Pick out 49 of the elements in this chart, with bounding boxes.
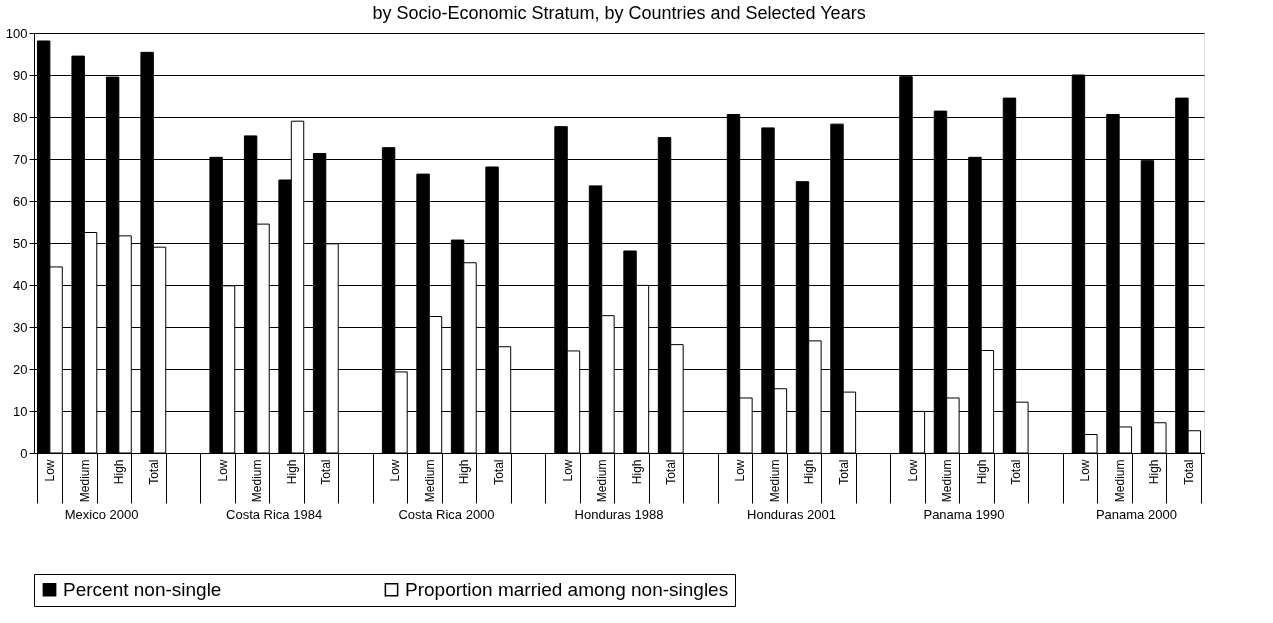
y-tick-label: 30 xyxy=(13,319,28,335)
text: Costa Rica 2000 xyxy=(398,507,495,522)
text: Panama 1990 xyxy=(923,507,1005,522)
text: Costa Rica 1984 xyxy=(226,507,323,522)
x-tick-label: Low xyxy=(733,459,748,482)
text: Honduras 1988 xyxy=(574,507,664,522)
y-tick-label: 20 xyxy=(13,361,28,377)
x-tick-label: Total xyxy=(664,459,679,485)
chart-title: by Socio-Economic Stratum, by Countries and Selected Years xyxy=(372,3,866,23)
x-tick-label: Medium xyxy=(422,459,437,503)
y-tick-label: 50 xyxy=(13,235,28,251)
x-tick-label: Low xyxy=(43,459,58,482)
x-tick-label: Medium xyxy=(595,459,610,503)
legend-label: Proportion married among non-singles xyxy=(405,578,729,600)
x-tick-label: High xyxy=(629,459,644,485)
y-tick-label: 40 xyxy=(13,277,28,293)
x-tick-label: Medium xyxy=(940,459,955,503)
y-tick-label: 90 xyxy=(13,67,28,83)
x-tick-label: Low xyxy=(560,459,575,482)
x-tick-label: Total xyxy=(1009,459,1024,485)
text: Honduras 2001 xyxy=(747,507,836,522)
x-tick-label: High xyxy=(457,459,472,485)
x-tick-label: Medium xyxy=(77,459,92,503)
x-tick-label: High xyxy=(802,459,817,485)
x-tick-label: High xyxy=(1147,459,1162,485)
x-tick-label: Total xyxy=(319,459,334,485)
x-tick-label: Total xyxy=(491,459,506,485)
x-tick-label: Low xyxy=(215,459,230,482)
y-tick-label: 100 xyxy=(5,25,28,41)
x-tick-label: Total xyxy=(836,459,851,485)
y-tick-label: 70 xyxy=(13,151,28,167)
x-tick-label: Low xyxy=(1078,459,1093,482)
x-tick-label: Low xyxy=(388,459,403,482)
x-tick-label: High xyxy=(112,459,127,485)
x-tick-label: Medium xyxy=(1112,459,1127,503)
y-tick-label: 10 xyxy=(13,403,28,419)
y-tick-label: 80 xyxy=(13,109,28,125)
x-tick-label: Total xyxy=(1181,459,1196,485)
x-tick-label: Total xyxy=(146,459,161,485)
x-tick-label: High xyxy=(974,459,989,485)
x-tick-label: Medium xyxy=(250,459,265,503)
legend-label: Percent non-single xyxy=(63,578,222,600)
y-tick-label: 0 xyxy=(20,445,28,461)
text: Mexico 2000 xyxy=(64,507,139,522)
x-tick-label: Low xyxy=(905,459,920,482)
x-tick-label: High xyxy=(284,459,299,485)
y-tick-label: 60 xyxy=(13,193,28,209)
x-tick-label: Medium xyxy=(767,459,782,503)
text: Panama 2000 xyxy=(1095,507,1177,522)
